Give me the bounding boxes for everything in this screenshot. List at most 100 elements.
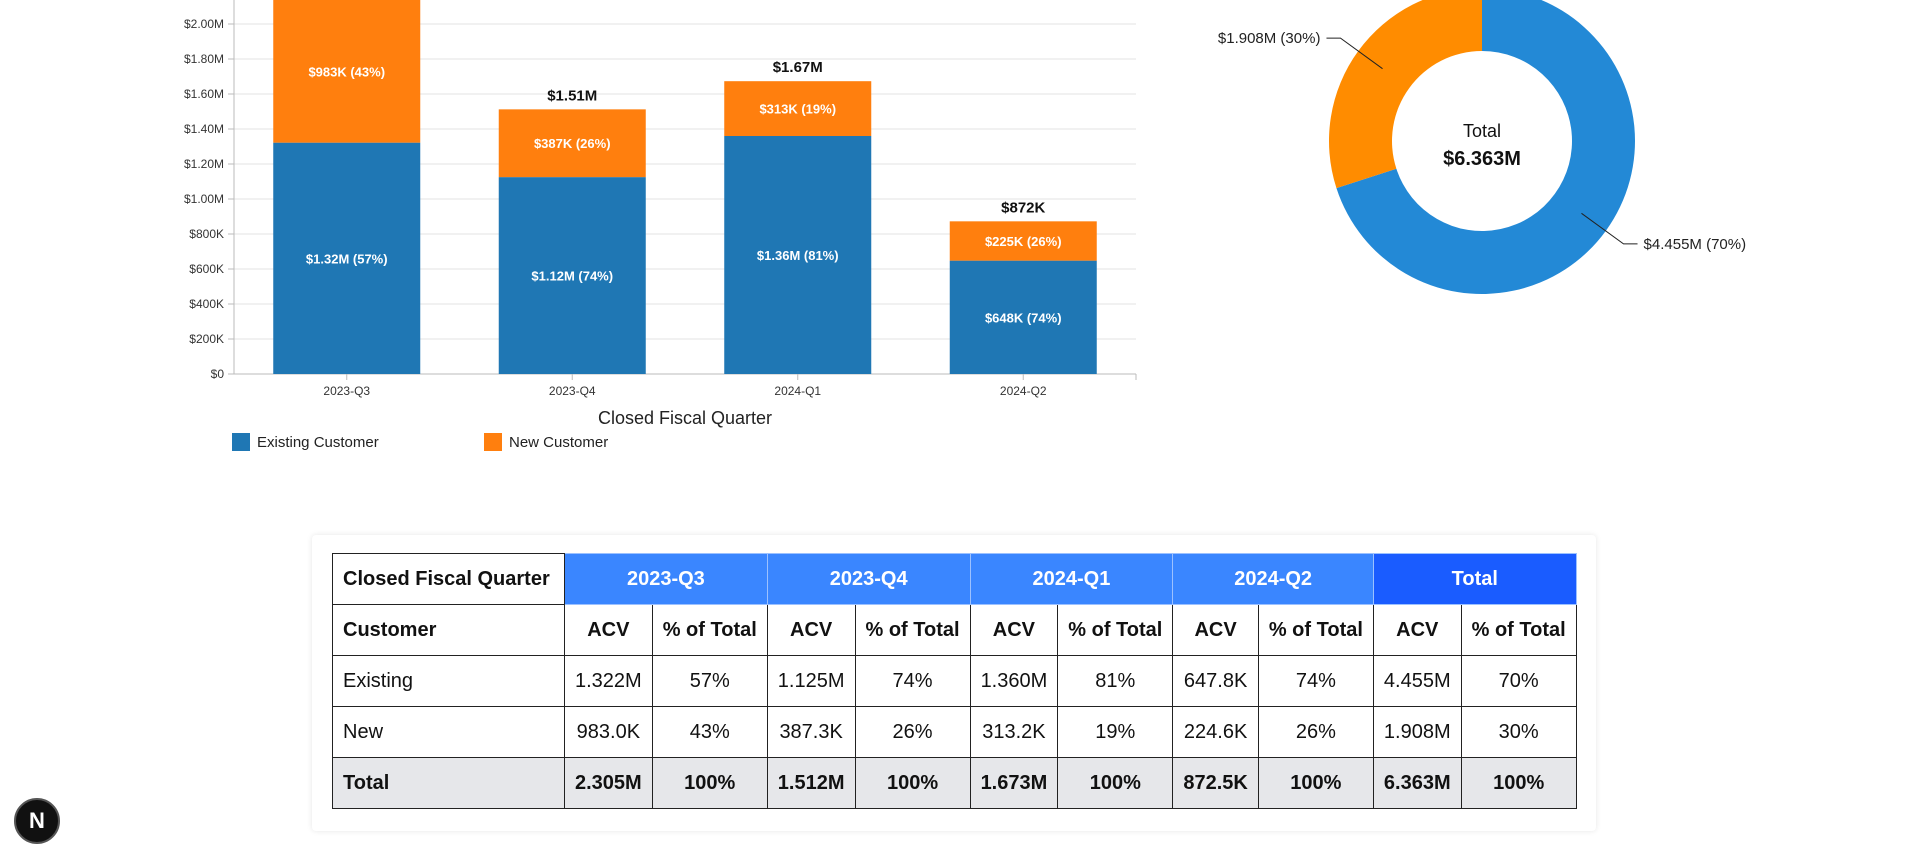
y-tick-label: $1.60M (184, 87, 224, 101)
acv-cell: 983.0K (564, 706, 653, 758)
pct-cell: 74% (1257, 655, 1374, 707)
donut-slice-label: $1.908M (30%) (1218, 30, 1321, 47)
acv-cell: 1.322M (564, 655, 653, 707)
acv-table: Closed Fiscal Quarter 2023-Q3 2023-Q4 20… (332, 553, 1577, 809)
row-header: Customer (332, 604, 565, 656)
bar-existing (273, 142, 421, 374)
y-tick-label: $1.40M (184, 122, 224, 136)
donut-slice-existing (1336, 0, 1635, 294)
bar-new (949, 221, 1097, 261)
legend-label-existing: Existing Customer (257, 433, 379, 451)
bar-data-label: $1.36M (81%) (757, 248, 839, 263)
pct-cell: 19% (1057, 706, 1174, 758)
pct-cell: 100% (1460, 757, 1577, 809)
y-tick-label: $1.00M (184, 192, 224, 206)
bar-existing (498, 177, 646, 374)
nextjs-icon[interactable]: N (14, 798, 60, 844)
pct-col-header: % of Total (854, 604, 971, 656)
table-header-row-metrics: Customer ACV % of Total ACV % of Total A… (332, 604, 1577, 656)
donut-slice-new (1329, 0, 1482, 189)
row-label: Total (332, 757, 565, 809)
y-tick-label: $1.80M (184, 52, 224, 66)
pct-cell: 26% (854, 706, 971, 758)
acv-col-header: ACV (1172, 604, 1259, 656)
acv-cell: 6.363M (1372, 757, 1462, 809)
bar-chart-legend: Existing Customer New Customer (232, 433, 736, 451)
bar-new (724, 81, 872, 136)
acv-col-header: ACV (969, 604, 1059, 656)
y-tick-label: $1.20M (184, 157, 224, 171)
table-row: Existing 1.322M 57% 1.125M 74% 1.360M 81% 647.8… (332, 655, 1577, 707)
bar-data-label: $1.12M (74%) (531, 269, 613, 284)
x-tick-label: 2024-Q1 (774, 384, 821, 398)
pct-cell: 100% (1257, 757, 1374, 809)
pct-col-header: % of Total (1460, 604, 1577, 656)
bar-data-label: $225K (26%) (985, 234, 1062, 249)
acv-cell: 224.6K (1172, 706, 1259, 758)
pct-cell: 70% (1460, 655, 1577, 707)
donut-leader-line (1326, 37, 1383, 70)
y-tick-label: $600K (189, 262, 224, 276)
donut-slice-label: $4.455M (70%) (1644, 236, 1747, 253)
bar-new (498, 109, 646, 178)
legend-item-new[interactable]: New Customer (484, 433, 736, 451)
quarter-header: 2023-Q3 (564, 553, 768, 605)
acv-cell: 2.305M (564, 757, 653, 809)
quarter-header: 2024-Q1 (969, 553, 1174, 605)
donut-center-value: $6.363M (1443, 148, 1521, 170)
nav-badge-letter: N (29, 808, 45, 833)
row-label: Existing (332, 655, 565, 707)
x-axis-title: Closed Fiscal Quarter (598, 408, 772, 428)
pct-cell: 100% (854, 757, 971, 809)
bar-total-label: $872K (1001, 199, 1045, 216)
pct-cell: 81% (1057, 655, 1174, 707)
y-tick-label: $0 (211, 367, 225, 381)
legend-swatch-existing (232, 433, 250, 451)
total-header: Total (1372, 553, 1577, 605)
bar-data-label: $1.32M (57%) (306, 251, 388, 266)
y-tick-label: $200K (189, 332, 224, 346)
bar-new (273, 0, 421, 143)
pct-cell: 43% (651, 706, 768, 758)
pct-cell: 100% (1057, 757, 1174, 809)
pct-cell: 30% (1460, 706, 1577, 758)
bar-data-label: $387K (26%) (534, 136, 611, 151)
acv-table-card: Closed Fiscal Quarter 2023-Q3 2023-Q4 20… (312, 535, 1596, 831)
acv-cell: 1.125M (766, 655, 856, 707)
pct-cell: 26% (1257, 706, 1374, 758)
pct-col-header: % of Total (1257, 604, 1374, 656)
acv-cell: 1.908M (1372, 706, 1462, 758)
x-tick-label: 2023-Q3 (323, 384, 370, 398)
acv-col-header: ACV (564, 604, 653, 656)
table-body: Existing 1.322M 57% 1.125M 74% 1.360M 81% 647.8… (332, 655, 1577, 809)
acv-cell: 4.455M (1372, 655, 1462, 707)
pct-col-header: % of Total (651, 604, 768, 656)
acv-cell: 387.3K (766, 706, 856, 758)
pct-cell: 57% (651, 655, 768, 707)
table-row: Total 2.305M 100% 1.512M 100% 1.673M 100% 872.5… (332, 757, 1577, 809)
bar-total-label: $1.67M (773, 59, 823, 76)
legend-swatch-new (484, 433, 502, 451)
stacked-bar-chart: $0 $200K $400K $600K $800K $1.00M $1.20M $1.40M… (184, 0, 1137, 428)
acv-cell: 1.360M (969, 655, 1059, 707)
pct-col-header: % of Total (1057, 604, 1174, 656)
legend-item-existing[interactable]: Existing Customer (232, 433, 484, 451)
row-label: New (332, 706, 565, 758)
bar-data-label: $983K (43%) (308, 64, 385, 79)
y-tick-label: $400K (189, 297, 224, 311)
bar-existing (724, 136, 872, 374)
quarter-header: 2023-Q4 (766, 553, 971, 605)
donut-center-title: Total (1463, 121, 1501, 141)
donut-leader-line (1581, 212, 1638, 245)
x-tick-label: 2023-Q4 (549, 384, 596, 398)
bar-data-label: $648K (74%) (985, 310, 1062, 325)
pct-cell: 74% (854, 655, 971, 707)
table-header-row-quarters: Closed Fiscal Quarter 2023-Q3 2023-Q4 20… (332, 553, 1577, 605)
acv-cell: 1.512M (766, 757, 856, 809)
bar-existing (949, 260, 1097, 374)
acv-cell: 1.673M (969, 757, 1059, 809)
y-tick-label: $800K (189, 227, 224, 241)
bar-total-label: $1.51M (547, 87, 597, 104)
acv-cell: 313.2K (969, 706, 1059, 758)
x-tick-label: 2024-Q2 (1000, 384, 1047, 398)
